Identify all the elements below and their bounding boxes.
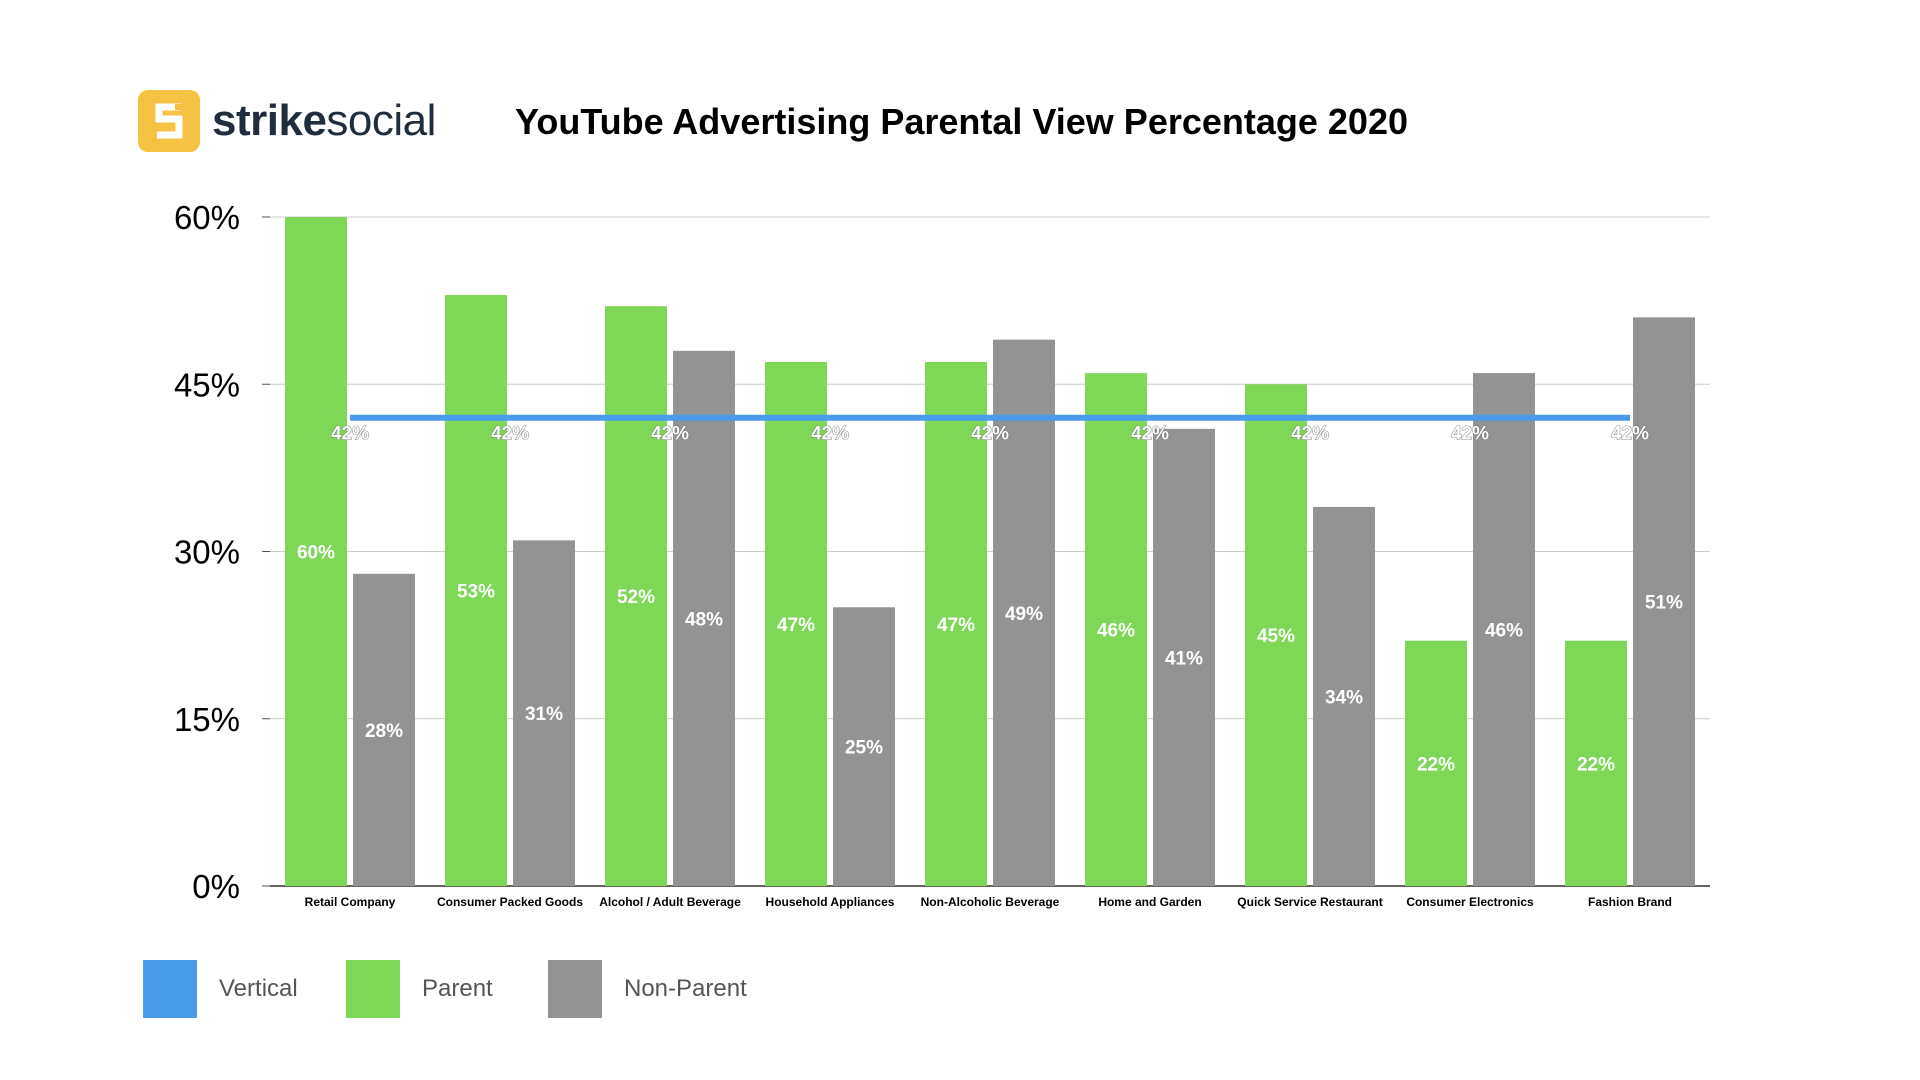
data-label-non-parent: 51% [1645, 593, 1683, 614]
data-label-parent: 46% [1097, 621, 1135, 642]
data-label-vertical: 42% [1291, 424, 1329, 445]
bar-non-parent [353, 573, 415, 886]
data-label-parent: 45% [1257, 626, 1295, 647]
legend: Vertical Parent Non-Parent [0, 960, 1920, 1020]
brand-name: strikesocial [212, 96, 436, 146]
bar-non-parent [1153, 428, 1215, 886]
bar-non-parent [1633, 317, 1695, 887]
bar-parent [285, 217, 347, 886]
data-label-parent: 47% [937, 615, 975, 636]
brand-logo: strikesocial [138, 90, 436, 152]
x-tick-label: Non-Alcoholic Beverage [921, 895, 1060, 909]
bar-parent [445, 295, 507, 886]
data-label-non-parent: 48% [685, 609, 723, 630]
y-tick-label: 0% [192, 868, 240, 905]
data-label-vertical: 42% [1451, 424, 1489, 445]
data-label-vertical: 42% [331, 424, 369, 445]
bar-non-parent [1313, 506, 1375, 886]
bar-parent [605, 306, 667, 886]
brand-name-regular: social [326, 96, 436, 145]
legend-item-parent: Parent [346, 960, 493, 1018]
bar-non-parent [513, 540, 575, 886]
data-label-vertical: 42% [1131, 424, 1169, 445]
bar-parent [1085, 373, 1147, 887]
legend-item-vertical: Vertical [143, 960, 298, 1018]
data-label-vertical: 42% [971, 424, 1009, 445]
legend-label-parent: Parent [422, 975, 493, 1002]
data-label-parent: 53% [457, 582, 495, 603]
y-tick-label: 60% [174, 199, 240, 236]
chart-title: YouTube Advertising Parental View Percen… [515, 101, 1408, 142]
data-label-parent: 22% [1577, 754, 1615, 775]
bar-parent [925, 361, 987, 886]
data-label-parent: 60% [297, 543, 335, 564]
legend-label-vertical: Vertical [219, 975, 298, 1002]
bar-non-parent [993, 339, 1055, 886]
data-label-non-parent: 41% [1165, 648, 1203, 669]
y-tick-label: 45% [174, 366, 240, 403]
data-label-vertical: 42% [1611, 424, 1649, 445]
x-tick-label: Home and Garden [1098, 895, 1201, 909]
x-tick-label: Consumer Electronics [1406, 895, 1534, 909]
y-tick-label: 15% [174, 701, 240, 738]
data-label-non-parent: 49% [1005, 604, 1043, 625]
strike-social-logo-icon [138, 90, 200, 152]
data-label-non-parent: 31% [525, 704, 563, 725]
x-tick-label: Alcohol / Adult Beverage [599, 895, 741, 909]
data-label-vertical: 42% [491, 424, 529, 445]
bar-parent [765, 361, 827, 886]
data-label-non-parent: 46% [1485, 621, 1523, 642]
bar-parent [1405, 640, 1467, 886]
bar-non-parent [1473, 373, 1535, 887]
brand-name-bold: strike [212, 96, 327, 145]
x-tick-label: Consumer Packed Goods [437, 895, 583, 909]
x-tick-label: Household Appliances [766, 895, 895, 909]
x-tick-label: Quick Service Restaurant [1237, 895, 1382, 909]
data-label-parent: 47% [777, 615, 815, 636]
x-tick-label: Retail Company [305, 895, 396, 909]
x-tick-label: Fashion Brand [1588, 895, 1672, 909]
y-tick-label: 30% [174, 534, 240, 571]
data-label-non-parent: 25% [845, 738, 883, 759]
data-label-non-parent: 28% [365, 721, 403, 742]
bar-parent [1245, 384, 1307, 886]
bar-parent [1565, 640, 1627, 886]
legend-swatch-parent [346, 960, 400, 1018]
legend-label-non-parent: Non-Parent [624, 975, 747, 1002]
data-label-parent: 22% [1417, 754, 1455, 775]
legend-swatch-non-parent [548, 960, 602, 1018]
data-label-vertical: 42% [811, 424, 849, 445]
data-label-vertical: 42% [651, 424, 689, 445]
legend-swatch-vertical [143, 960, 197, 1018]
bar-non-parent [673, 350, 735, 886]
data-label-parent: 52% [617, 587, 655, 608]
bar-non-parent [833, 607, 895, 886]
data-label-non-parent: 34% [1325, 687, 1363, 708]
legend-item-non-parent: Non-Parent [548, 960, 747, 1018]
